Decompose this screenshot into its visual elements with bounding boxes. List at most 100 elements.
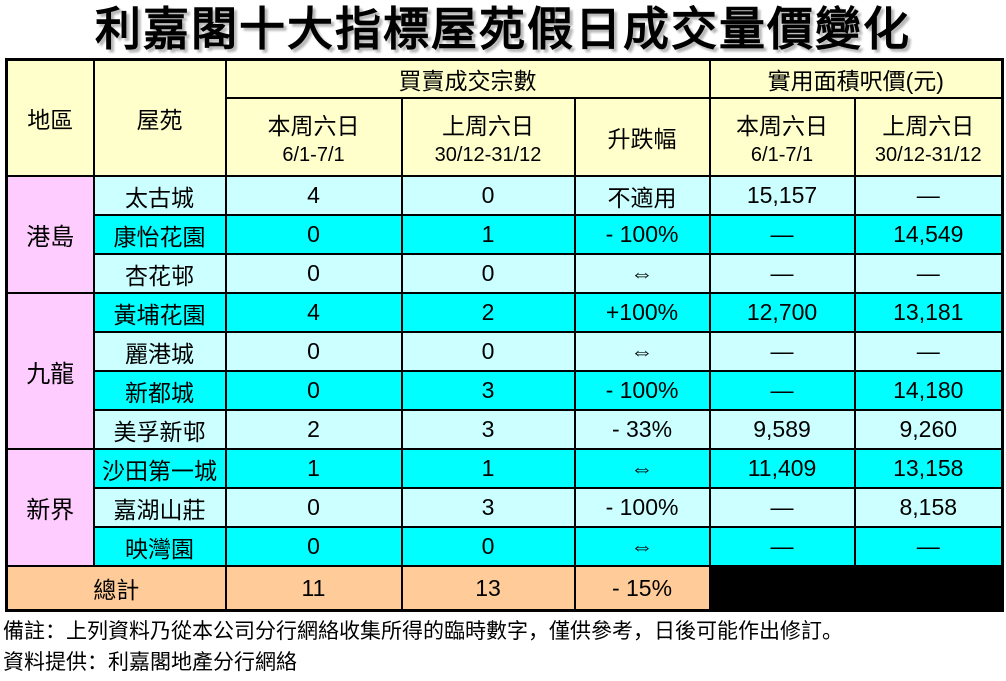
header-dates: 30/12-31/12 — [434, 144, 542, 166]
price-last-week-cell: 9,260 — [853, 409, 1004, 450]
col-group-price: 實用面積呎價(元) — [708, 58, 1004, 99]
estate-cell: 杏花邨 — [92, 253, 227, 294]
price-this-week-cell: — — [708, 370, 856, 411]
price-last-week-cell: — — [853, 175, 1004, 216]
table-row: 港島 太古城 4 0 不適用 15,157 — — [5, 175, 1004, 294]
table-row: 嘉湖山莊 0 3 - 100% — 8,158 — [7, 487, 1004, 528]
tx-last-week-cell: 2 — [400, 292, 576, 333]
change-cell: ⇔ — [573, 526, 711, 567]
col-header-price-last-week: 上周六日 30/12-31/12 — [853, 97, 1004, 177]
col-header-tx-this-week: 本周六日 6/1-7/1 — [224, 97, 403, 177]
tx-this-week-cell: 0 — [224, 487, 403, 528]
change-cell: - 100% — [573, 487, 711, 528]
col-group-transactions: 買賣成交宗數 — [224, 58, 711, 99]
note-source: 資料提供：利嘉閣地產分行網絡 — [3, 651, 297, 674]
tx-last-week-cell: 0 — [400, 253, 576, 294]
header-dates: 6/1-7/1 — [282, 144, 345, 166]
tx-this-week-cell: 0 — [224, 526, 403, 567]
col-header-tx-last-week: 上周六日 30/12-31/12 — [400, 97, 576, 177]
table-row: 九龍 黃埔花園 4 2 +100% 12,700 13,181 — [5, 292, 1004, 450]
tx-last-week-cell: 3 — [400, 409, 576, 450]
note-disclaimer: 備註：上列資料乃從本公司分行網絡收集所得的臨時數字，僅供參考，日後可能作出修訂。 — [3, 620, 843, 643]
total-tx-this-week-cell: 11 — [224, 565, 403, 612]
table-row: 杏花邨 0 0 ⇔ — — — [7, 253, 1004, 294]
price-this-week-cell: — — [708, 214, 856, 255]
header-sub-row: 本周六日 6/1-7/1 上周六日 30/12-31/12 升跌幅 本周六日 6… — [7, 97, 1004, 177]
estate-cell: 太古城 — [92, 175, 227, 216]
price-last-week-cell: 13,158 — [853, 448, 1004, 489]
change-cell: - 100% — [573, 370, 711, 411]
price-this-week-cell: 11,409 — [708, 448, 856, 489]
change-cell: ⇔ — [573, 253, 711, 294]
tx-this-week-cell: 4 — [224, 292, 403, 333]
table-row: 美孚新邨 2 3 - 33% 9,589 9,260 — [7, 409, 1004, 450]
tx-this-week-cell: 0 — [224, 370, 403, 411]
tx-last-week-cell: 1 — [400, 214, 576, 255]
estate-cell: 嘉湖山莊 — [92, 487, 227, 528]
price-last-week-cell: 14,549 — [853, 214, 1004, 255]
page-title: 利嘉閣十大指標屋苑假日成交量價變化 — [95, 3, 911, 55]
region-cell-hong-kong-island: 港島 — [5, 175, 95, 294]
total-tx-last-week-cell: 13 — [400, 565, 576, 612]
tx-last-week-cell: 1 — [400, 448, 576, 489]
price-this-week-cell: 12,700 — [708, 292, 856, 333]
col-header-region: 地區 — [5, 58, 95, 177]
change-cell: 不適用 — [573, 175, 711, 216]
change-cell: ⇔ — [573, 448, 711, 489]
estate-cell: 美孚新邨 — [92, 409, 227, 450]
estate-cell: 映灣園 — [92, 526, 227, 567]
tx-last-week-cell: 3 — [400, 487, 576, 528]
header-label: 本周六日 — [736, 113, 829, 139]
data-table: 地區 屋苑 買賣成交宗數 實用面積呎價(元) 本周六日 6/1-7/1 上周六日… — [5, 58, 1005, 612]
table-row: 麗港城 0 0 ⇔ — — — [7, 331, 1004, 372]
header-dates: 6/1-7/1 — [750, 144, 814, 166]
tx-this-week-cell: 2 — [224, 409, 403, 450]
table-row: 新都城 0 3 - 100% — 14,180 — [7, 370, 1004, 411]
region-cell-new-territories: 新界 — [5, 448, 95, 567]
change-cell: - 33% — [573, 409, 711, 450]
estate-cell: 新都城 — [92, 370, 227, 411]
price-last-week-cell: — — [853, 253, 1004, 294]
tx-this-week-cell: 0 — [224, 214, 403, 255]
col-header-change: 升跌幅 — [573, 97, 711, 177]
price-this-week-cell: 9,589 — [708, 409, 856, 450]
price-this-week-cell: — — [708, 253, 856, 294]
header-label: 上周六日 — [882, 113, 975, 139]
col-header-price-this-week: 本周六日 6/1-7/1 — [708, 97, 856, 177]
region-cell-kowloon: 九龍 — [5, 292, 95, 450]
price-this-week-cell: — — [708, 487, 856, 528]
header-dates: 30/12-31/12 — [874, 144, 982, 166]
estate-cell: 黃埔花園 — [92, 292, 227, 333]
tx-this-week-cell: 0 — [224, 331, 403, 372]
tx-last-week-cell: 0 — [400, 175, 576, 216]
header-label: 本周六日 — [267, 113, 360, 139]
tx-this-week-cell: 4 — [224, 175, 403, 216]
tx-this-week-cell: 0 — [224, 253, 403, 294]
estate-cell: 沙田第一城 — [92, 448, 227, 489]
table-row: 康怡花園 0 1 - 100% — 14,549 — [7, 214, 1004, 255]
change-cell: - 100% — [573, 214, 711, 255]
price-last-week-cell: 8,158 — [853, 487, 1004, 528]
price-last-week-cell: — — [853, 331, 1004, 372]
table-row: 映灣園 0 0 ⇔ — — — [7, 526, 1004, 567]
col-header-estate: 屋苑 — [92, 58, 227, 177]
total-row: 總計 11 13 - 15% — [5, 565, 1004, 612]
header-label: 上周六日 — [442, 113, 534, 139]
tx-last-week-cell: 3 — [400, 370, 576, 411]
price-last-week-cell: 14,180 — [853, 370, 1004, 411]
total-label-cell: 總計 — [5, 565, 227, 612]
price-this-week-cell: 15,157 — [708, 175, 856, 216]
tx-this-week-cell: 1 — [224, 448, 403, 489]
price-this-week-cell: — — [708, 331, 856, 372]
header-group-row: 地區 屋苑 買賣成交宗數 實用面積呎價(元) — [5, 58, 1004, 177]
estate-cell: 麗港城 — [92, 331, 227, 372]
total-change-cell: - 15% — [573, 565, 711, 612]
change-cell: ⇔ — [573, 331, 711, 372]
price-last-week-cell: 13,181 — [853, 292, 1004, 333]
estate-cell: 康怡花園 — [92, 214, 227, 255]
footer-notes: 備註：上列資料乃從本公司分行網絡收集所得的臨時數字，僅供參考，日後可能作出修訂。… — [3, 616, 1006, 678]
table-row: 新界 沙田第一城 1 1 ⇔ 11,409 13,158 — [5, 448, 1004, 567]
blank-cell — [708, 565, 1004, 612]
change-cell: +100% — [573, 292, 711, 333]
